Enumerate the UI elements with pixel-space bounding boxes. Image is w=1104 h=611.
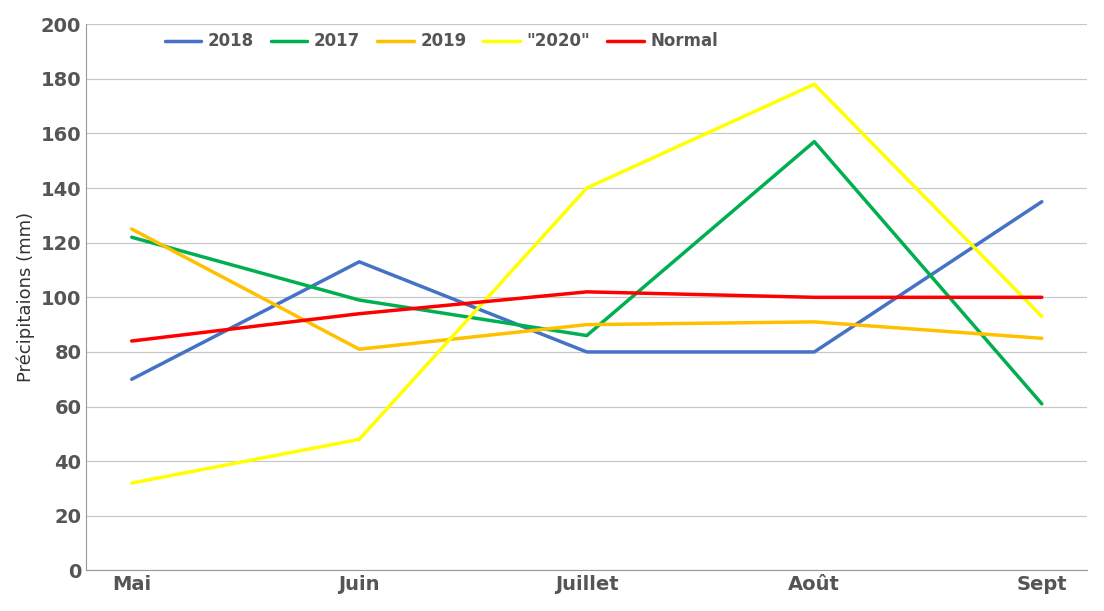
- Legend: 2018, 2017, 2019, "2020", Normal: 2018, 2017, 2019, "2020", Normal: [164, 32, 718, 51]
- Normal: [808, 294, 821, 301]
- 2019: [352, 346, 365, 353]
- "2020": [125, 480, 138, 487]
- Line: 2018: 2018: [131, 202, 1042, 379]
- 2018: [352, 258, 365, 265]
- Normal: [352, 310, 365, 317]
- 2019: [1036, 335, 1049, 342]
- Line: "2020": "2020": [131, 84, 1042, 483]
- 2017: [808, 138, 821, 145]
- 2019: [580, 321, 593, 328]
- 2018: [1036, 198, 1049, 205]
- Normal: [125, 337, 138, 345]
- 2017: [1036, 400, 1049, 408]
- 2018: [580, 348, 593, 356]
- Line: 2017: 2017: [131, 142, 1042, 404]
- 2019: [125, 225, 138, 233]
- "2020": [580, 185, 593, 192]
- Normal: [580, 288, 593, 296]
- 2017: [125, 233, 138, 241]
- 2018: [808, 348, 821, 356]
- Line: Normal: Normal: [131, 292, 1042, 341]
- "2020": [352, 436, 365, 443]
- Y-axis label: Précipitaions (mm): Précipitaions (mm): [17, 212, 35, 382]
- Normal: [1036, 294, 1049, 301]
- "2020": [808, 81, 821, 88]
- "2020": [1036, 313, 1049, 320]
- 2019: [808, 318, 821, 326]
- 2017: [580, 332, 593, 339]
- 2018: [125, 376, 138, 383]
- Line: 2019: 2019: [131, 229, 1042, 349]
- 2017: [352, 296, 365, 304]
